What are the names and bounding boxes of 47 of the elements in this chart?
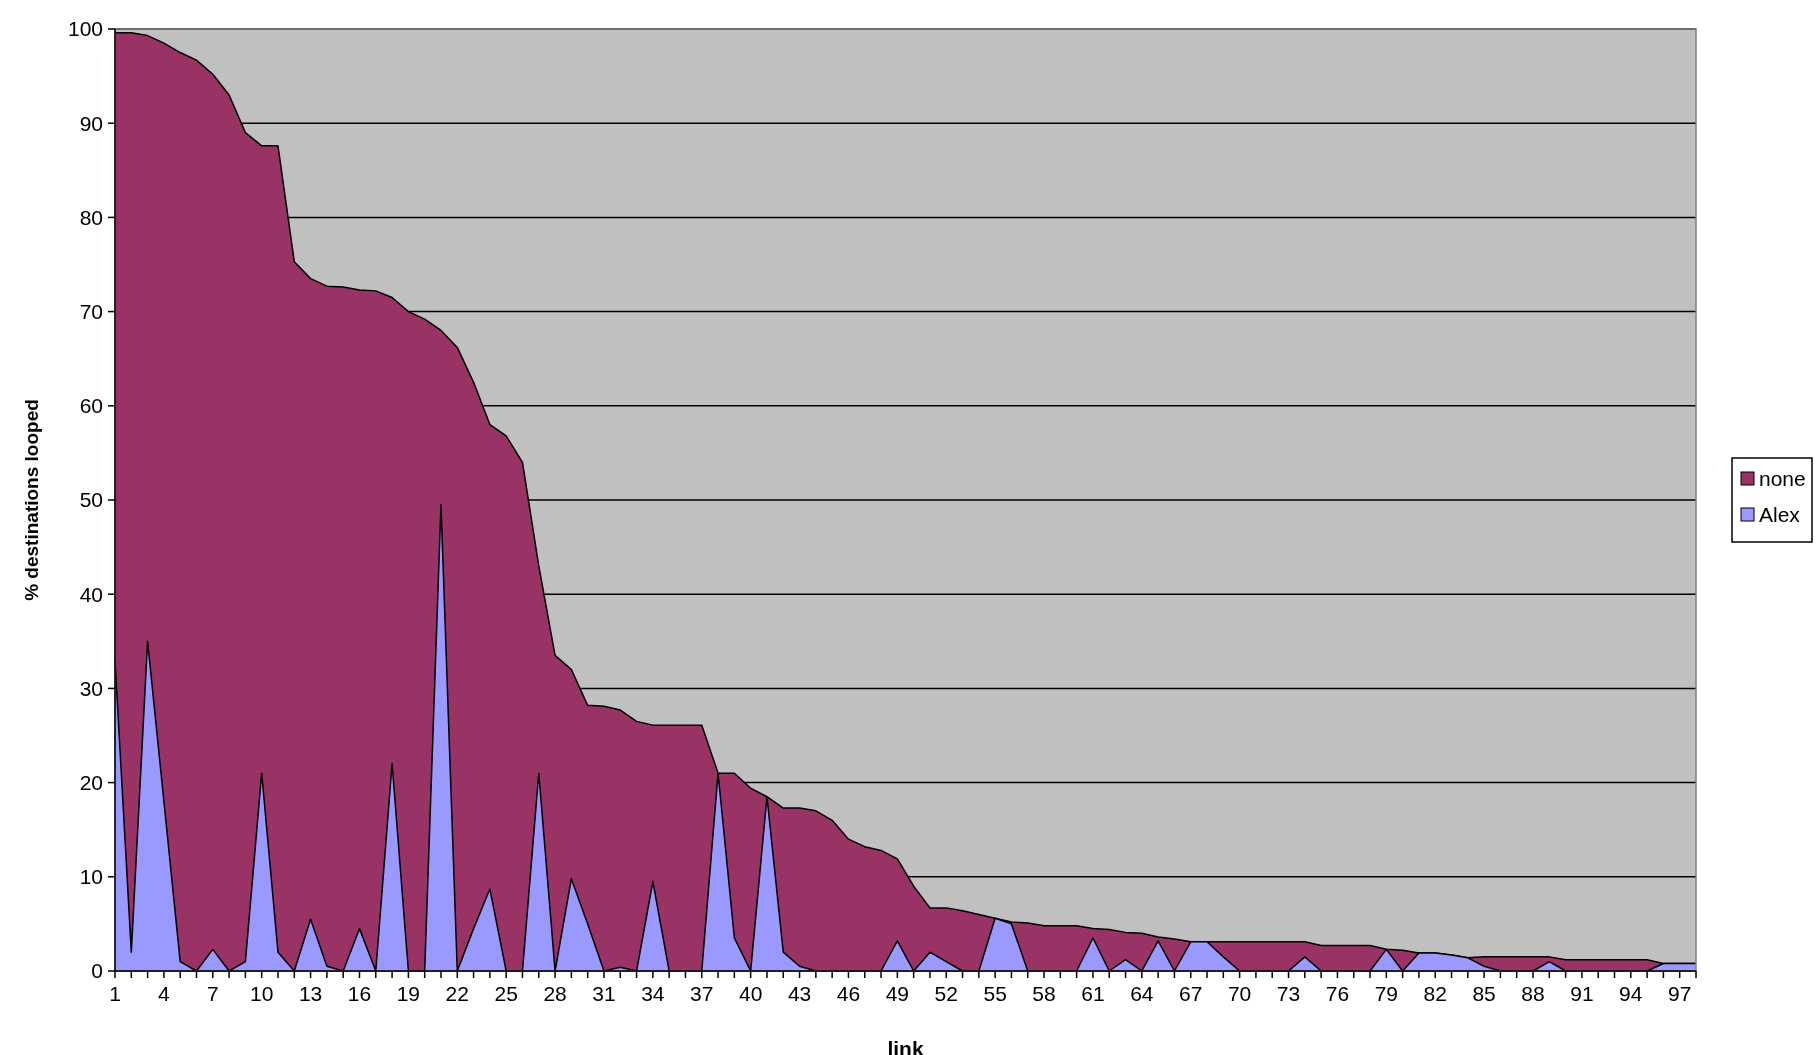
- x-tick-label: 61: [1081, 982, 1105, 1005]
- x-tick-label: 46: [836, 982, 861, 1005]
- x-tick-label: 13: [298, 982, 323, 1005]
- x-tick-label: 91: [1570, 982, 1594, 1005]
- x-tick-label: 31: [592, 982, 616, 1005]
- x-tick-label: 88: [1521, 982, 1545, 1005]
- x-tick-label: 49: [885, 982, 910, 1005]
- x-tick-label: 70: [1227, 982, 1252, 1005]
- y-tick-label: 0: [91, 959, 103, 983]
- x-tick-label: 34: [641, 982, 665, 1005]
- x-tick-label: 58: [1032, 982, 1056, 1005]
- x-tick-label: 25: [494, 982, 518, 1005]
- x-tick-label: 55: [983, 982, 1007, 1005]
- x-tick-label: 37: [690, 982, 714, 1005]
- y-tick-label: 20: [79, 770, 103, 794]
- x-tick-label: 79: [1374, 982, 1398, 1005]
- y-tick-label: 70: [79, 299, 103, 323]
- x-tick-label: 94: [1619, 982, 1643, 1005]
- y-tick-label: 80: [79, 205, 103, 229]
- legend-label: none: [1759, 467, 1806, 491]
- x-tick-label: 7: [206, 982, 219, 1005]
- x-tick-label: 22: [445, 982, 469, 1005]
- y-tick-label: 100: [67, 17, 103, 41]
- x-tick-label: 16: [347, 982, 372, 1005]
- x-tick-label: 40: [738, 982, 763, 1005]
- x-tick-label: 76: [1325, 982, 1350, 1005]
- x-tick-label: 67: [1179, 982, 1203, 1005]
- x-tick-label: 10: [250, 982, 274, 1005]
- legend-label: Alex: [1759, 503, 1801, 527]
- x-tick-label: 28: [543, 982, 567, 1005]
- y-tick-label: 40: [79, 582, 103, 606]
- x-tick-label: 97: [1668, 982, 1692, 1005]
- x-tick-label: 1: [109, 982, 121, 1005]
- y-tick-label: 90: [79, 111, 103, 135]
- x-tick-label: 19: [396, 982, 421, 1005]
- y-axis-title: % destinations looped: [21, 399, 42, 601]
- y-tick-label: 50: [79, 488, 103, 512]
- x-tick-label: 52: [934, 982, 958, 1005]
- y-tick-label: 10: [79, 865, 103, 889]
- x-tick-label: 43: [787, 982, 812, 1005]
- y-tick-label: 30: [79, 676, 103, 700]
- y-tick-label: 60: [79, 394, 103, 418]
- x-tick-label: 82: [1423, 982, 1447, 1005]
- x-tick-label: 4: [158, 982, 171, 1005]
- x-tick-label: 85: [1472, 982, 1496, 1005]
- x-tick-label: 73: [1276, 982, 1301, 1005]
- x-tick-label: 64: [1130, 982, 1154, 1005]
